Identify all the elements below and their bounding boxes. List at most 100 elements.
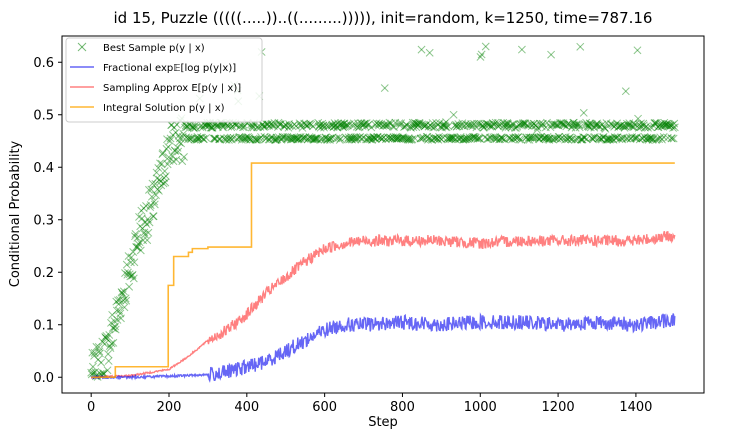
scatter-point [670, 119, 679, 128]
scatter-point [283, 132, 292, 141]
scatter-point [644, 123, 652, 132]
scatter-point [189, 124, 198, 133]
scatter-point [602, 119, 611, 128]
scatter-point [146, 201, 155, 210]
scatter-point [383, 133, 392, 142]
scatter-point [150, 200, 159, 209]
scatter-point [266, 133, 275, 142]
scatter-point [188, 122, 197, 131]
scatter-point [310, 134, 319, 143]
scatter-point [540, 134, 549, 142]
scatter-point [87, 368, 96, 377]
scatter-point [589, 133, 598, 142]
scatter-point [388, 134, 397, 143]
scatter-point [497, 133, 506, 142]
scatter-point [140, 228, 149, 237]
scatter-point [298, 123, 307, 132]
scatter-point [353, 134, 362, 143]
scatter-point [550, 120, 558, 129]
scatter-point [582, 118, 591, 127]
scatter-point [614, 122, 623, 131]
scatter-point [180, 152, 188, 161]
scatter-point [97, 358, 106, 367]
scatter-point [444, 122, 453, 131]
scatter-point [219, 123, 228, 132]
scatter-point [356, 119, 365, 128]
scatter-point [293, 135, 302, 144]
scatter-point [313, 135, 322, 144]
scatter-point [622, 134, 631, 143]
scatter-point [273, 123, 282, 131]
scatter-point [170, 123, 179, 132]
scatter-point [220, 135, 229, 144]
scatter-point [578, 135, 586, 144]
scatter-point [261, 134, 270, 143]
scatter-point [304, 120, 313, 129]
scatter-point [420, 122, 429, 131]
scatter-point [537, 133, 546, 142]
scatter-point [318, 119, 327, 128]
scatter-point [662, 119, 671, 128]
scatter-point [327, 134, 336, 143]
scatter-point [443, 134, 452, 143]
scatter-point [160, 173, 169, 182]
scatter-point [299, 133, 307, 142]
scatter-point [440, 121, 449, 130]
scatter-point [325, 122, 334, 130]
scatter-point [665, 123, 674, 131]
scatter-point [547, 50, 556, 59]
scatter-point [616, 122, 624, 130]
scatter-point [275, 134, 284, 142]
scatter-point [233, 135, 242, 144]
scatter-point [334, 119, 343, 128]
scatter-point [261, 122, 270, 131]
scatter-point [398, 134, 407, 143]
scatter-point [600, 123, 609, 132]
scatter-point [493, 121, 502, 130]
scatter-point [642, 122, 651, 131]
scatter-point [417, 45, 426, 54]
scatter-point [423, 132, 432, 141]
scatter-point [535, 135, 544, 144]
scatter-point [352, 133, 361, 141]
scatter-point [181, 123, 190, 132]
scatter-point [529, 133, 537, 142]
scatter-point [547, 120, 556, 129]
scatter-point [409, 123, 418, 132]
scatter-point [285, 121, 294, 130]
scatter-point [360, 119, 369, 128]
x-axis: 0 200 400 600 800 1000 1200 1400 [87, 393, 652, 415]
scatter-point [300, 119, 309, 128]
series-integral-solution [91, 162, 675, 379]
scatter-point [218, 120, 227, 129]
scatter-point [503, 119, 512, 128]
scatter-point [116, 314, 125, 323]
scatter-point [454, 120, 463, 129]
scatter-point [499, 118, 508, 127]
scatter-point [348, 135, 357, 144]
scatter-point [294, 135, 303, 144]
scatter-point [427, 122, 436, 131]
y-tick-label: 0.5 [33, 108, 54, 123]
scatter-point [241, 135, 250, 144]
scatter-point [250, 120, 259, 129]
scatter-point [245, 135, 254, 144]
scatter-point [466, 121, 475, 130]
scatter-point [128, 271, 136, 280]
scatter-point [344, 121, 352, 130]
scatter-point [306, 134, 315, 143]
scatter-point [388, 122, 397, 131]
scatter-point [582, 135, 591, 144]
scatter-point [278, 133, 287, 141]
scatter-point [478, 121, 487, 130]
scatter-point [485, 133, 494, 142]
scatter-point [101, 333, 110, 341]
scatter-point [637, 122, 646, 131]
scatter-point [124, 252, 133, 260]
scatter-point [107, 339, 116, 348]
scatter-point [268, 133, 277, 142]
scatter-point [255, 134, 264, 143]
scatter-point [112, 297, 121, 306]
scatter-point [116, 309, 125, 318]
